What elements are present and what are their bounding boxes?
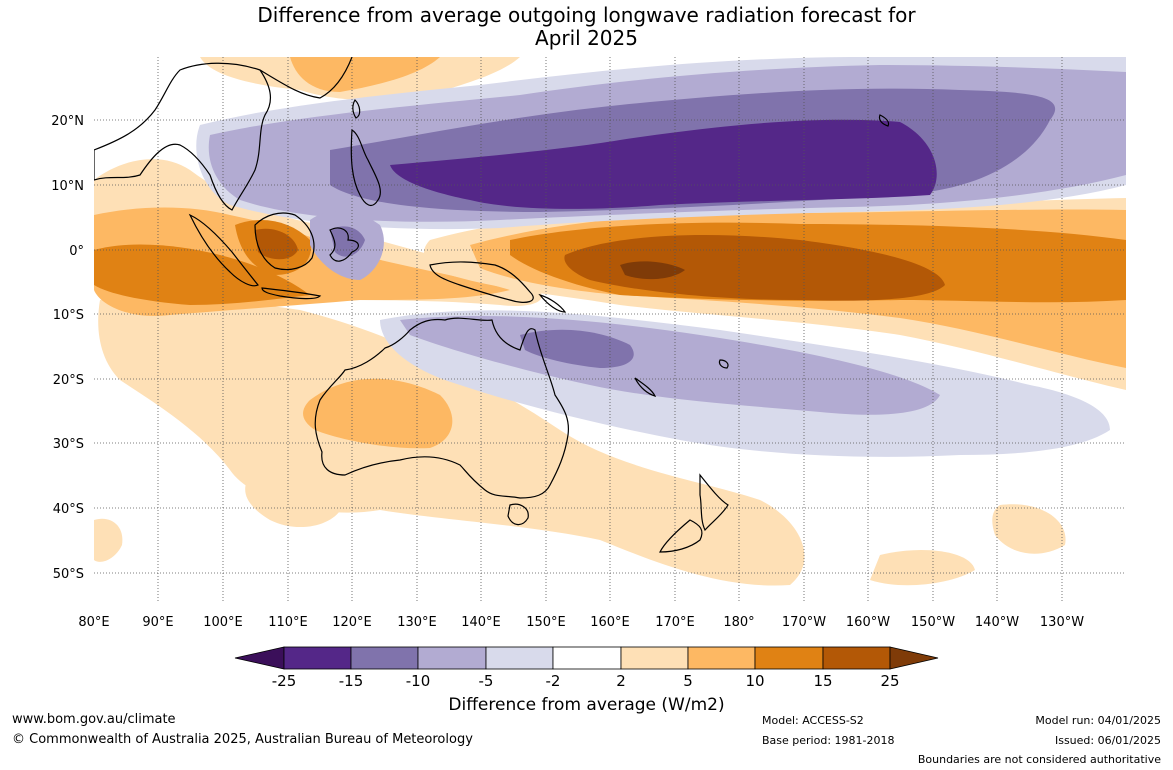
coastlines xyxy=(94,57,890,553)
coastline-sulawesi xyxy=(329,227,359,262)
colorbar-tick-label: -5 xyxy=(479,672,494,690)
colorbar-tick-label: -2 xyxy=(546,672,561,690)
coastline-australia xyxy=(314,317,570,499)
longitude-labels: 80°E 90°E 100°E 110°E 120°E 130°E 140°E … xyxy=(78,615,1084,630)
colorbar-min-arrow xyxy=(234,646,285,670)
colorbar-tick-label: 25 xyxy=(880,672,899,690)
model-run-date: Model run: 04/01/2025 xyxy=(1035,714,1161,727)
coastline-philippines xyxy=(350,128,381,207)
lat-label: 10°S xyxy=(53,308,84,323)
colorbar-segment xyxy=(687,646,756,670)
colorbar-segment xyxy=(417,646,487,670)
colorbar-segment xyxy=(552,646,622,670)
anomaly-strong-positive-indian xyxy=(94,244,310,305)
coastline-fiji xyxy=(718,359,729,369)
lon-label: 130°E xyxy=(397,615,437,630)
colorbar-tick-label: -25 xyxy=(272,672,297,690)
lat-label: 0° xyxy=(69,244,84,259)
colorbar-max-arrow xyxy=(889,646,939,670)
colorbar-tick-label: 5 xyxy=(683,672,693,690)
lat-label: 20°N xyxy=(51,114,84,129)
coastline-new-zealand-north xyxy=(699,473,729,532)
lon-label: 160°W xyxy=(846,615,890,630)
base-period: Base period: 1981-2018 xyxy=(762,734,895,747)
map-title: Difference from average outgoing longwav… xyxy=(0,4,1173,50)
map-title-line2: April 2025 xyxy=(535,26,638,50)
lon-label: 170°W xyxy=(782,615,826,630)
colorbar: -25 -15 -10 -5 -2 2 5 10 15 25 xyxy=(234,646,939,690)
coastline-hawaii xyxy=(878,114,890,127)
lon-label: 80°E xyxy=(78,615,109,630)
graticule xyxy=(94,57,1126,603)
colorbar-tick-label: -15 xyxy=(339,672,364,690)
lat-label: 40°S xyxy=(53,502,84,517)
anomaly-extreme-positive-pacific xyxy=(620,261,685,280)
coastline-borneo xyxy=(254,212,315,271)
coastline-taiwan xyxy=(352,99,361,119)
colorbar-tick-label: 15 xyxy=(813,672,832,690)
lon-label: 90°E xyxy=(142,615,173,630)
lon-label: 180° xyxy=(723,615,754,630)
anomaly-strong-negative-south xyxy=(520,329,634,368)
anomaly-very-strong-negative-north xyxy=(390,119,937,209)
colorbar-tick-label: 10 xyxy=(745,672,764,690)
anomaly-light-positive-west xyxy=(94,518,123,562)
lat-label: 10°N xyxy=(51,179,84,194)
anomaly-very-strong-positive-borneo xyxy=(255,228,298,260)
coastline-tasmania xyxy=(507,503,529,526)
lon-label: 140°W xyxy=(975,615,1019,630)
anomaly-light-positive-south xyxy=(98,295,805,586)
colorbar-segment xyxy=(283,646,352,670)
lon-label: 100°E xyxy=(203,615,243,630)
lon-label: 150°W xyxy=(911,615,955,630)
lat-label: 50°S xyxy=(53,567,84,582)
model-name: Model: ACCESS-S2 xyxy=(762,714,864,727)
coastline-solomon-islands xyxy=(538,293,567,313)
anomaly-medium-positive-north xyxy=(290,57,440,92)
coastline-asia-mainland xyxy=(94,62,272,211)
map-title-line1: Difference from average outgoing longwav… xyxy=(257,3,916,27)
anomaly-light-positive-sw xyxy=(245,471,345,528)
lon-label: 150°E xyxy=(526,615,566,630)
colorbar-segment xyxy=(485,646,554,670)
colorbar-segment xyxy=(822,646,891,670)
lon-label: 110°E xyxy=(268,615,308,630)
colorbar-tick-label: -10 xyxy=(406,672,431,690)
latitude-labels: 20°N 10°N 0° 10°S 20°S 30°S 40°S 50°S xyxy=(51,114,84,582)
colorbar-title: Difference from average (W/m2) xyxy=(448,695,725,715)
boundaries-disclaimer: Boundaries are not considered authoritat… xyxy=(917,753,1161,766)
anomaly-medium-positive-australia xyxy=(303,378,453,449)
coastline-new-guinea xyxy=(429,261,534,303)
coastline-china-east xyxy=(259,57,353,99)
coastline-sumatra xyxy=(188,213,259,287)
lon-label: 120°E xyxy=(332,615,372,630)
anomaly-light-positive-nz xyxy=(992,504,1066,554)
colorbar-tick-label: 2 xyxy=(616,672,626,690)
coastline-new-caledonia xyxy=(634,377,657,397)
lon-label: 170°E xyxy=(655,615,695,630)
lon-label: 130°W xyxy=(1040,615,1084,630)
lat-label: 30°S xyxy=(53,437,84,452)
colorbar-segment xyxy=(620,646,689,670)
issued-date: Issued: 06/01/2025 xyxy=(1054,734,1161,747)
coastline-new-zealand-south xyxy=(659,519,703,553)
lon-label: 160°E xyxy=(590,615,630,630)
copyright-text: © Commonwealth of Australia 2025, Austra… xyxy=(12,732,473,747)
anomaly-very-strong-positive-pacific xyxy=(564,235,945,301)
coastline-java xyxy=(261,287,322,300)
anomaly-light-positive-se xyxy=(870,550,975,586)
website-link[interactable]: www.bom.gov.au/climate xyxy=(12,712,176,727)
lon-label: 140°E xyxy=(461,615,501,630)
colorbar-segment xyxy=(754,646,824,670)
lat-label: 20°S xyxy=(53,373,84,388)
colorbar-segment xyxy=(350,646,419,670)
